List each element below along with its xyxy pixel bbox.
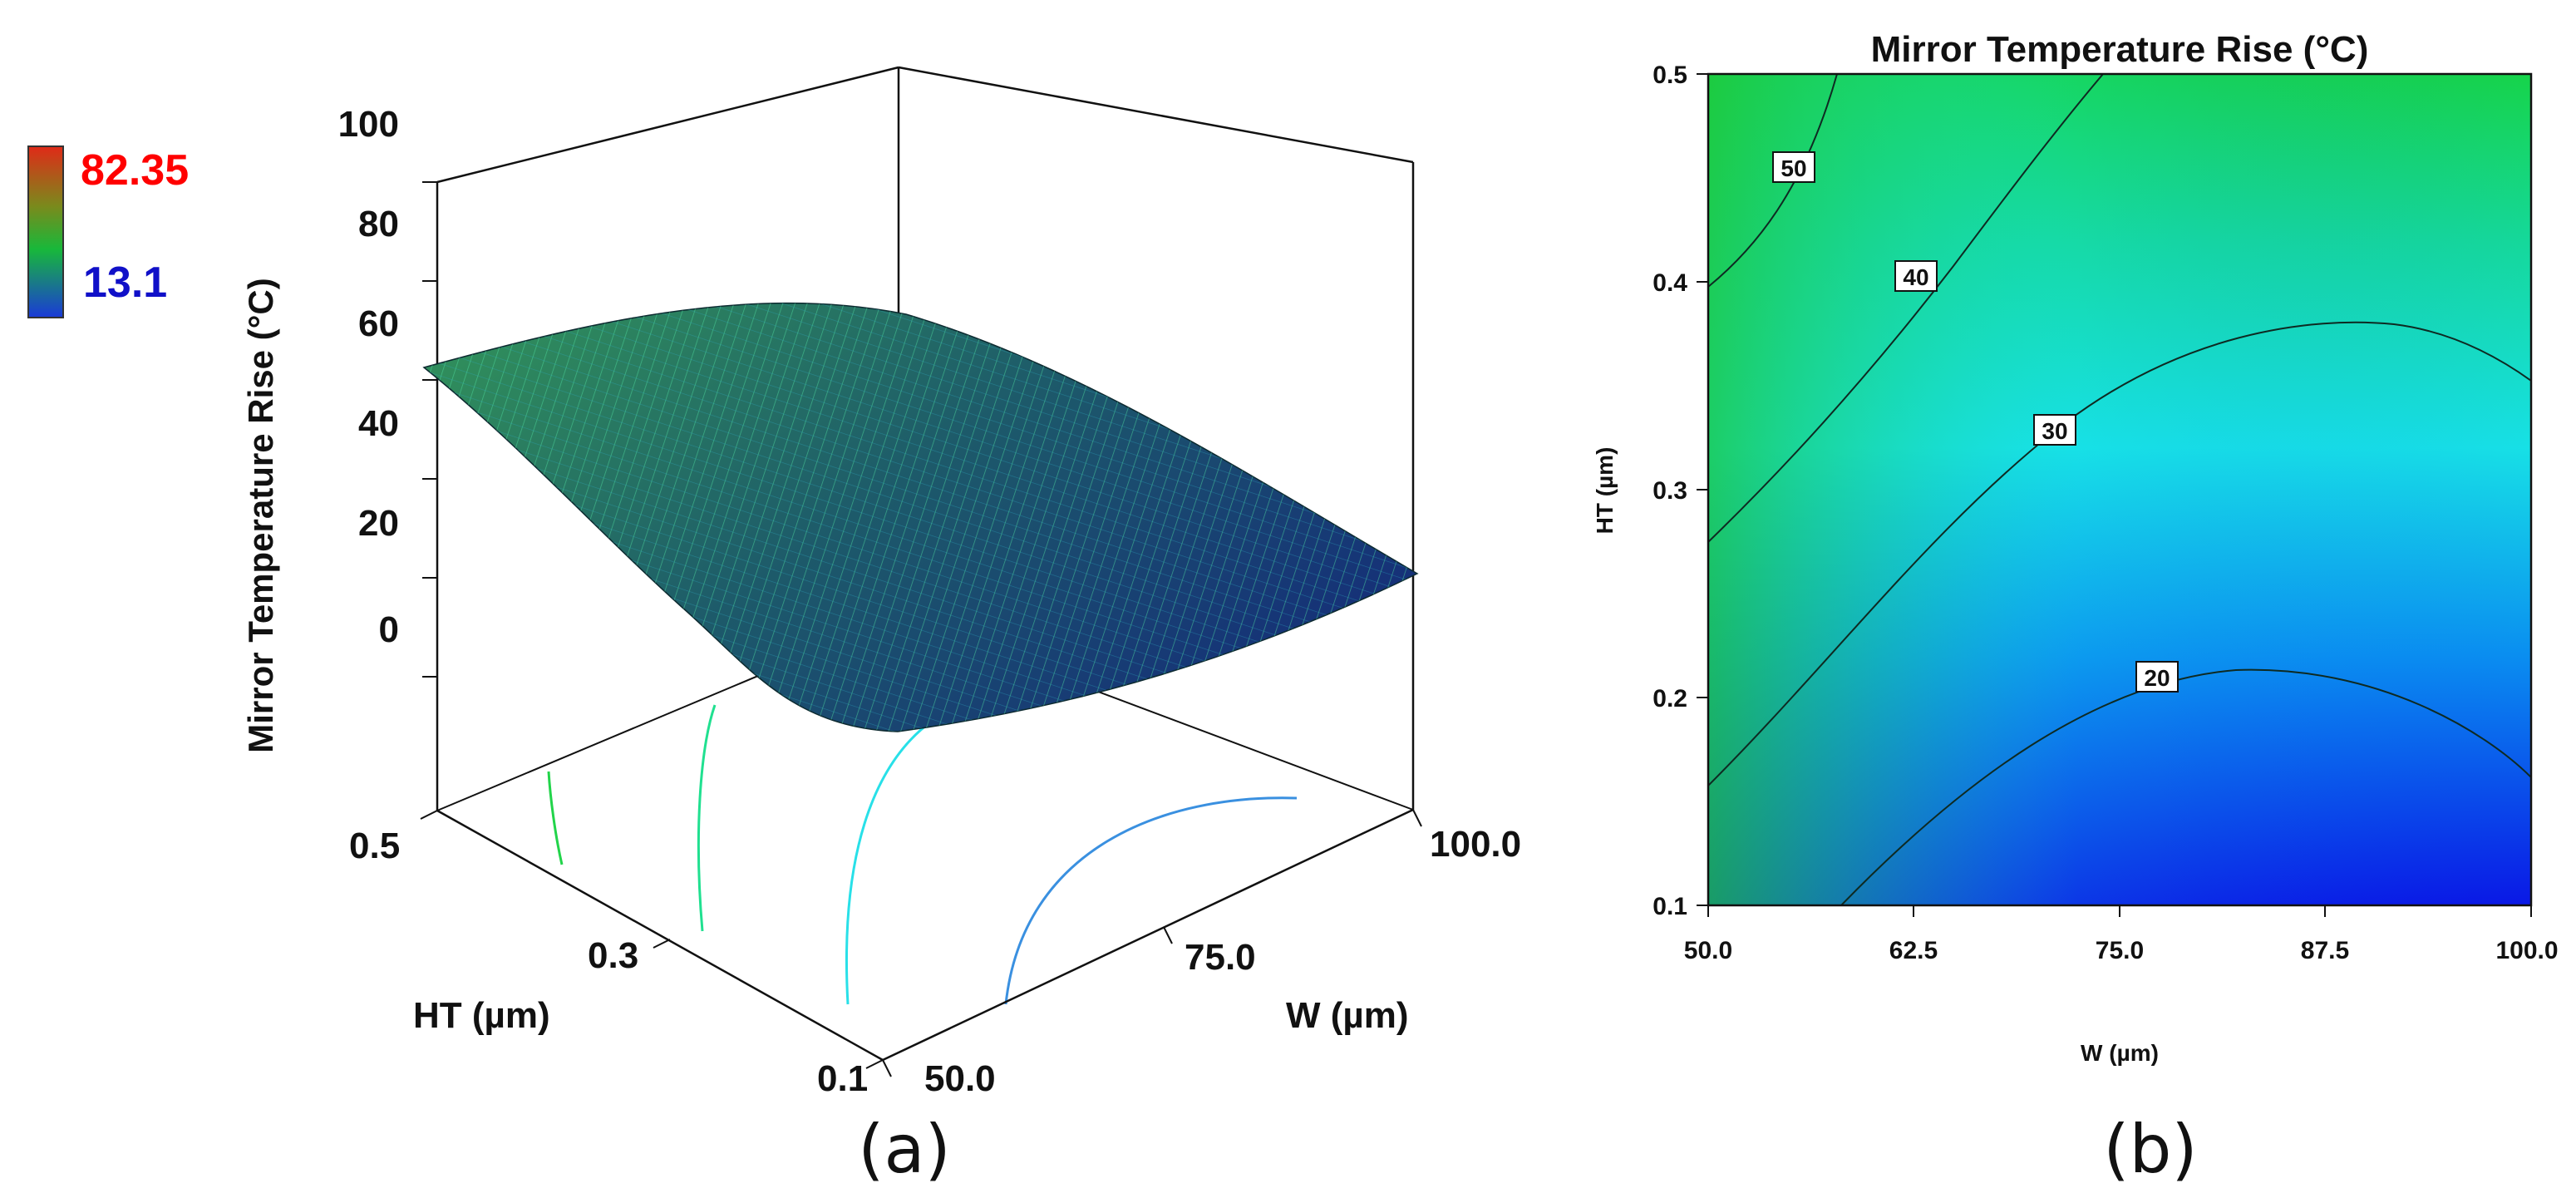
w-tick-label: 100.0: [1430, 824, 1521, 865]
box-edge: [436, 66, 899, 184]
w-tick-mark: [1412, 809, 1422, 827]
ht-tick-label: 0.3: [588, 935, 638, 976]
ht-tick-label: 0.1: [817, 1058, 868, 1099]
y-tick-label: 0.1: [1652, 893, 1687, 920]
ht-tick-mark: [653, 939, 671, 949]
z-tick-label: 80: [358, 204, 399, 244]
z-tick-label: 20: [358, 503, 399, 544]
x-tick-label: 100.0: [2495, 937, 2558, 964]
z-tick-label: 100: [338, 104, 399, 145]
contour-label-box: [2033, 414, 2076, 446]
ht-tick-label: 0.5: [349, 826, 400, 866]
color-legend: 82.35 13.1: [27, 145, 189, 318]
panel-b-contour-plot: Mirror Temperature Rise (°C) 50 40 30 20: [1592, 29, 2559, 1188]
z-axis: 100 80 60 40 20 0 Mirror Temperature Ris…: [241, 104, 437, 753]
z-axis-title: Mirror Temperature Rise (°C): [241, 278, 280, 752]
legend-max-label: 82.35: [81, 146, 189, 195]
w-tick-label: 75.0: [1185, 937, 1256, 978]
contour-label-text: 50: [1781, 155, 1806, 181]
w-tick-mark: [1163, 926, 1173, 944]
x-tick-label: 62.5: [1889, 937, 1938, 964]
x-axis-title: W (µm): [2081, 1040, 2159, 1066]
ht-tick-mark: [865, 1059, 884, 1069]
contour-title: Mirror Temperature Rise (°C): [1871, 29, 2369, 70]
box-edge: [898, 66, 1414, 164]
contour-label: 30: [2033, 414, 2076, 446]
x-tick-label: 50.0: [1684, 937, 1732, 964]
x-tick-label: 75.0: [2096, 937, 2144, 964]
y-tick-label: 0.5: [1652, 62, 1687, 89]
floor-contour-30: [845, 720, 932, 1005]
contour-label-text: 40: [1903, 264, 1928, 290]
surface-mesh: [424, 303, 1417, 732]
panel-b-label: (b): [2103, 1111, 2197, 1188]
contour-line-20: [1840, 668, 2531, 905]
contour-line-40: [1708, 74, 2104, 543]
ht-axis: 0.5 0.3 0.1 HT (µm): [349, 810, 884, 1099]
y-tick-label: 0.2: [1652, 685, 1687, 712]
x-tick-label: 87.5: [2301, 937, 2349, 964]
contour-label-text: 30: [2042, 418, 2067, 444]
z-tick-label: 40: [358, 403, 399, 444]
floor-contour-50: [547, 771, 564, 865]
contour-line-50: [1708, 74, 1838, 288]
w-axis: 50.0 75.0 100.0 W (µm): [882, 809, 1521, 1099]
contour-label: 20: [2135, 661, 2179, 693]
contour-label-box: [1772, 151, 1815, 183]
panel-a-surface-plot: 100 80 60 40 20 0 Mirror Temperature Ris…: [241, 66, 1521, 1188]
z-tick-label: 60: [358, 303, 399, 344]
floor-edge-w: [882, 808, 1414, 1062]
floor-contour-40: [697, 704, 717, 932]
w-tick-mark: [882, 1059, 892, 1077]
legend-colorbar: [27, 145, 64, 318]
contour-x-axis: 50.0 62.5 75.0 87.5 100.0 W (µm): [1684, 905, 2559, 1066]
contour-y-axis: 0.5 0.4 0.3 0.2 0.1 HT (µm): [1592, 62, 1708, 920]
floor-edge-ht: [436, 809, 884, 1062]
y-axis-title: HT (µm): [1592, 447, 1618, 535]
ht-axis-title: HT (µm): [413, 995, 550, 1036]
panel-a-label: (a): [858, 1111, 950, 1188]
contour-label-box: [2135, 661, 2179, 693]
floor-contour-20: [1004, 796, 1298, 1005]
w-tick-label: 50.0: [924, 1058, 996, 1099]
contour-line-30: [1708, 321, 2531, 786]
contour-label-box: [1894, 260, 1938, 292]
w-axis-title: W (µm): [1286, 995, 1409, 1036]
contour-label-text: 20: [2144, 665, 2170, 691]
y-tick-label: 0.4: [1652, 269, 1687, 297]
legend-min-label: 13.1: [83, 259, 167, 307]
z-tick-label: 0: [379, 609, 399, 650]
contour-label: 40: [1894, 260, 1938, 292]
contour-field-overlay: [1708, 74, 2531, 905]
y-tick-label: 0.3: [1652, 477, 1687, 505]
ht-tick-mark: [420, 810, 438, 820]
contour-label: 50: [1772, 151, 1815, 183]
